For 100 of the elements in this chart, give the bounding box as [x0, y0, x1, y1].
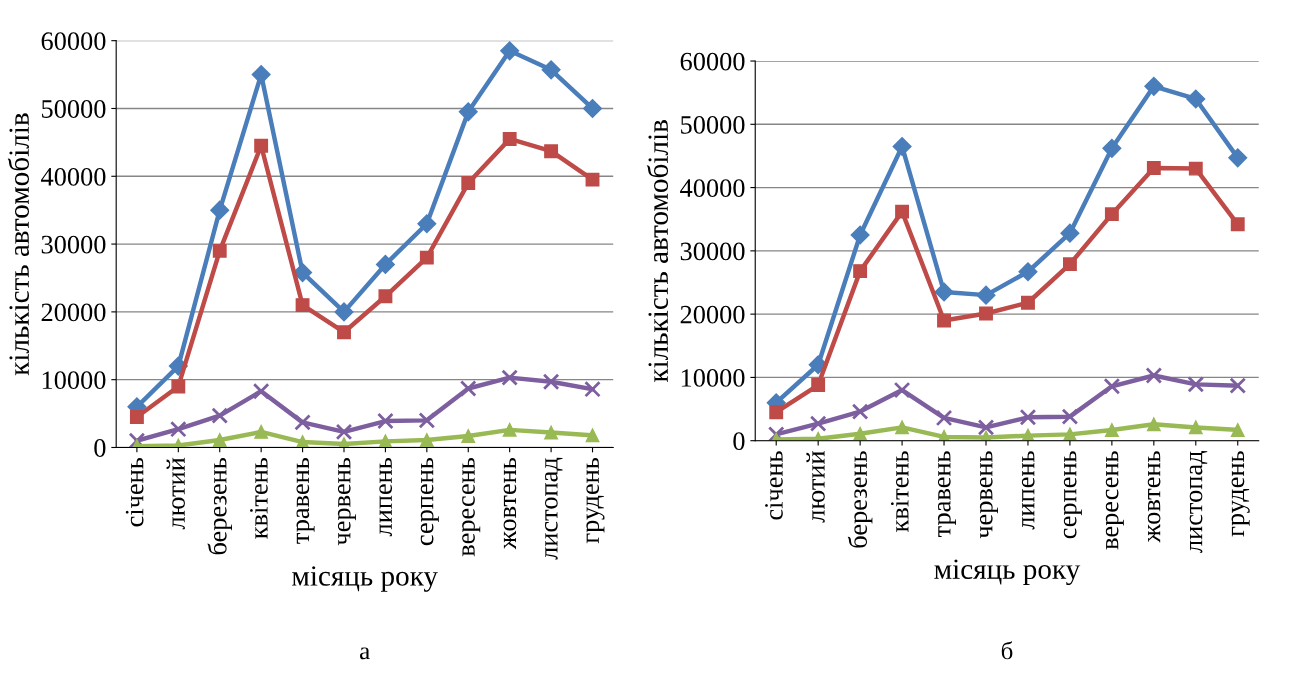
y-axis-title: кількість автомобілів	[7, 113, 30, 376]
point	[977, 419, 995, 436]
point	[585, 172, 600, 187]
point	[1188, 161, 1203, 176]
point	[458, 102, 478, 122]
x-tick-label: травень	[296, 458, 315, 544]
x-tick-label: вересень	[462, 458, 481, 557]
x-tick-label: квітень	[250, 458, 268, 539]
point	[375, 254, 395, 274]
point	[1146, 161, 1161, 175]
point	[377, 412, 394, 430]
y-tick-label: 20000	[41, 303, 106, 322]
point	[1019, 408, 1037, 426]
x-tick-label: лютий	[166, 457, 185, 530]
point	[1018, 262, 1038, 282]
point	[853, 426, 868, 441]
point	[1102, 138, 1122, 158]
point	[767, 426, 785, 441]
point	[417, 214, 437, 234]
point	[979, 306, 993, 321]
x-tick-label: червень	[979, 451, 998, 539]
point	[210, 200, 230, 220]
x-tick-label: грудень	[1231, 451, 1250, 537]
point	[851, 403, 869, 420]
point	[541, 60, 561, 80]
point	[892, 136, 912, 156]
point	[171, 379, 186, 394]
point	[1062, 257, 1077, 272]
point	[169, 420, 187, 438]
y-tick-label: 40000	[41, 167, 106, 186]
point	[254, 424, 269, 439]
text: а	[360, 647, 370, 660]
point	[1146, 417, 1161, 432]
point	[1104, 422, 1119, 437]
point	[976, 285, 996, 305]
point	[809, 415, 827, 432]
point	[582, 98, 603, 119]
point	[254, 138, 269, 153]
point	[419, 250, 434, 265]
point	[937, 313, 951, 328]
point	[418, 412, 436, 429]
x-tick-label: серпень	[1063, 451, 1082, 539]
point	[211, 407, 229, 424]
text: б	[1001, 641, 1013, 660]
point	[935, 409, 953, 427]
y-tick-label: 50000	[681, 115, 745, 134]
x-tick-label: травень	[937, 451, 957, 537]
point	[335, 423, 353, 441]
y-tick-label: 60000	[680, 52, 745, 71]
x-axis-title: місяць року	[934, 559, 1081, 586]
point	[129, 410, 144, 424]
point	[544, 425, 559, 440]
point	[1229, 377, 1247, 394]
point	[584, 380, 601, 398]
x-tick-label: березень	[847, 451, 873, 548]
point	[1230, 217, 1245, 232]
x-tick-label: листопад	[545, 457, 563, 560]
point	[1230, 422, 1245, 437]
x-tick-label: жовтень	[503, 458, 517, 550]
point	[212, 243, 227, 258]
point	[459, 380, 477, 397]
point	[334, 302, 354, 322]
point	[461, 176, 476, 191]
point	[1188, 420, 1203, 435]
y-tick-label: 20000	[680, 305, 745, 324]
y-tick-label: 10000	[681, 369, 745, 387]
point	[1186, 89, 1206, 109]
point	[419, 433, 434, 447]
x-tick-label: січень	[765, 451, 783, 520]
y-tick-label: 0	[733, 432, 745, 451]
point	[542, 373, 560, 391]
point	[1228, 148, 1248, 168]
y-tick-label: 30000	[680, 242, 745, 261]
x-tick-label: липень	[1021, 451, 1035, 530]
point	[893, 381, 911, 399]
point	[295, 298, 310, 313]
point	[544, 144, 559, 159]
point	[251, 65, 271, 85]
x-axis-title: місяць року	[292, 566, 438, 592]
point	[461, 429, 476, 443]
point	[1104, 207, 1119, 222]
x-tick-label: липень	[379, 458, 393, 537]
point	[378, 289, 393, 304]
point	[294, 414, 311, 431]
y-tick-label: 60000	[41, 32, 106, 51]
x-tick-label: вересень	[1105, 451, 1124, 550]
point	[128, 432, 146, 448]
x-tick-label: серпень	[420, 458, 439, 546]
point	[1145, 367, 1163, 384]
point	[1103, 377, 1121, 395]
x-tick-label: червень	[337, 458, 356, 546]
x-tick-label: лютий	[806, 451, 825, 523]
point	[1021, 295, 1035, 310]
y-tick-label: 40000	[680, 179, 745, 197]
point	[895, 420, 910, 435]
point	[811, 378, 826, 392]
point	[934, 282, 954, 302]
point	[1144, 76, 1164, 96]
point	[500, 41, 520, 61]
x-tick-label: грудень	[586, 458, 605, 544]
